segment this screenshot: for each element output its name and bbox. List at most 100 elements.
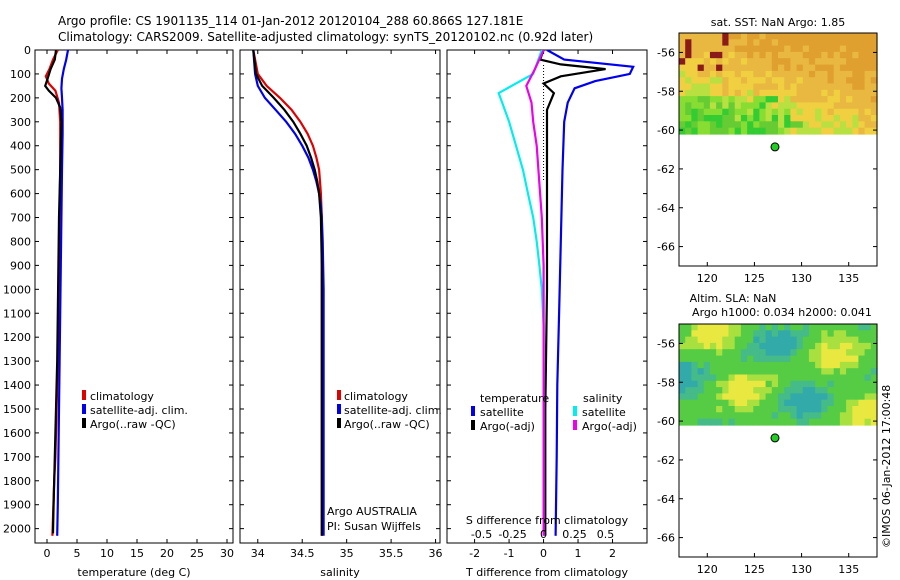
heatmap-cell (802, 51, 810, 59)
heatmap-cell (691, 33, 699, 40)
heatmap-cell (815, 399, 822, 407)
series-group (43, 50, 70, 536)
heatmap-cell (864, 77, 872, 85)
heatmap-cell (709, 64, 717, 72)
heatmap-cell (808, 406, 816, 413)
heatmap-cell (765, 121, 773, 129)
heatmap-cell (728, 324, 736, 331)
heatmap-cell (722, 361, 730, 369)
heatmap-cell (858, 96, 866, 103)
heatmap-cell (691, 393, 699, 401)
heatmap-cell (697, 324, 705, 331)
heatmap-cell (685, 374, 692, 382)
y-tick-label: 200 (10, 92, 31, 105)
heatmap-cell (740, 399, 748, 407)
heatmap-cell (716, 45, 723, 53)
heatmap-cell (759, 89, 767, 97)
heatmap-cell (679, 70, 686, 78)
heatmap-cell (778, 58, 785, 66)
heatmap-cell (852, 361, 860, 369)
heatmap-cell (790, 368, 798, 376)
heatmap-cell (870, 361, 878, 369)
heatmap-cell (679, 406, 686, 413)
heatmap-cell (796, 89, 804, 97)
heatmap-cell (821, 399, 829, 407)
map-frame (678, 32, 878, 267)
heatmap-cell (802, 108, 810, 116)
heatmap-cell (839, 83, 847, 91)
heatmap-cell (722, 83, 730, 91)
y-tick-label: 300 (10, 116, 31, 129)
heatmap-cell (821, 349, 829, 357)
heatmap-cell (703, 77, 711, 85)
heatmap-cell (796, 108, 804, 116)
heatmap-cell (864, 108, 872, 116)
heatmap-cell (802, 77, 810, 85)
heatmap-cell (802, 89, 810, 97)
heatmap-cell (703, 83, 711, 91)
heatmap-cell (759, 406, 767, 413)
heatmap-cell (870, 102, 878, 110)
heatmap-cell (858, 342, 866, 350)
heatmap-cell (703, 412, 711, 420)
heatmap-cell (833, 418, 841, 426)
heatmap-cell (771, 355, 779, 363)
heatmap-cell (802, 418, 810, 426)
heatmap-cell (771, 64, 779, 72)
heatmap-cell (821, 89, 829, 97)
heatmap-cell (796, 380, 804, 388)
heatmap-cell (765, 33, 773, 40)
heatmap-cell (870, 399, 878, 407)
heatmap-cell (734, 418, 742, 426)
heatmap-cell (685, 330, 692, 338)
heatmap-cell (778, 361, 785, 369)
heatmap-cell (778, 121, 785, 129)
heatmap-cell (679, 58, 686, 66)
heatmap-cell (759, 387, 767, 394)
heatmap-cell (796, 330, 804, 338)
heatmap-cell (734, 368, 742, 376)
heatmap-cell (790, 83, 798, 91)
heatmap-cell (784, 399, 791, 407)
heatmap-cell (685, 45, 692, 53)
heatmap-cell (740, 412, 748, 420)
heatmap-cell (697, 64, 705, 72)
heatmap-cell (827, 406, 835, 413)
heatmap-cell (870, 127, 878, 135)
heatmap-cell (778, 399, 785, 407)
heatmap-cell (765, 51, 773, 59)
heatmap-cell (734, 342, 742, 350)
heatmap-cell (685, 33, 692, 40)
heatmap-cell (740, 33, 748, 40)
heatmap-cell (679, 418, 686, 426)
heatmap-cell (685, 324, 692, 331)
heatmap-cell (839, 324, 847, 331)
heatmap-cell (784, 33, 791, 40)
heatmap-cell (790, 406, 798, 413)
heatmap-cell (709, 58, 717, 66)
heatmap-cell (734, 58, 742, 66)
heatmap-cell (703, 399, 711, 407)
heatmap-cell (802, 121, 810, 129)
legend-swatch (337, 418, 341, 428)
heatmap-cell (722, 127, 730, 135)
heatmap-cell (765, 83, 773, 91)
heatmap-cell (697, 368, 705, 376)
heatmap-cell (833, 58, 841, 66)
heatmap-cell (728, 127, 736, 135)
heatmap-cell (808, 387, 816, 394)
heatmap-cell (821, 64, 829, 72)
heatmap-cell (833, 96, 841, 103)
heatmap-cell (771, 380, 779, 388)
heatmap-cell (839, 387, 847, 394)
heatmap-cell (740, 355, 748, 363)
argo-pi-label: PI: Susan Wijffels (327, 520, 421, 533)
heatmap-cell (833, 89, 841, 97)
heatmap-cell (747, 96, 754, 103)
heatmap-cell (685, 393, 692, 401)
y-tick-label: 700 (10, 212, 31, 225)
heatmap-cell (685, 121, 692, 129)
heatmap-cell (864, 330, 872, 338)
heatmap-cell (858, 418, 866, 426)
